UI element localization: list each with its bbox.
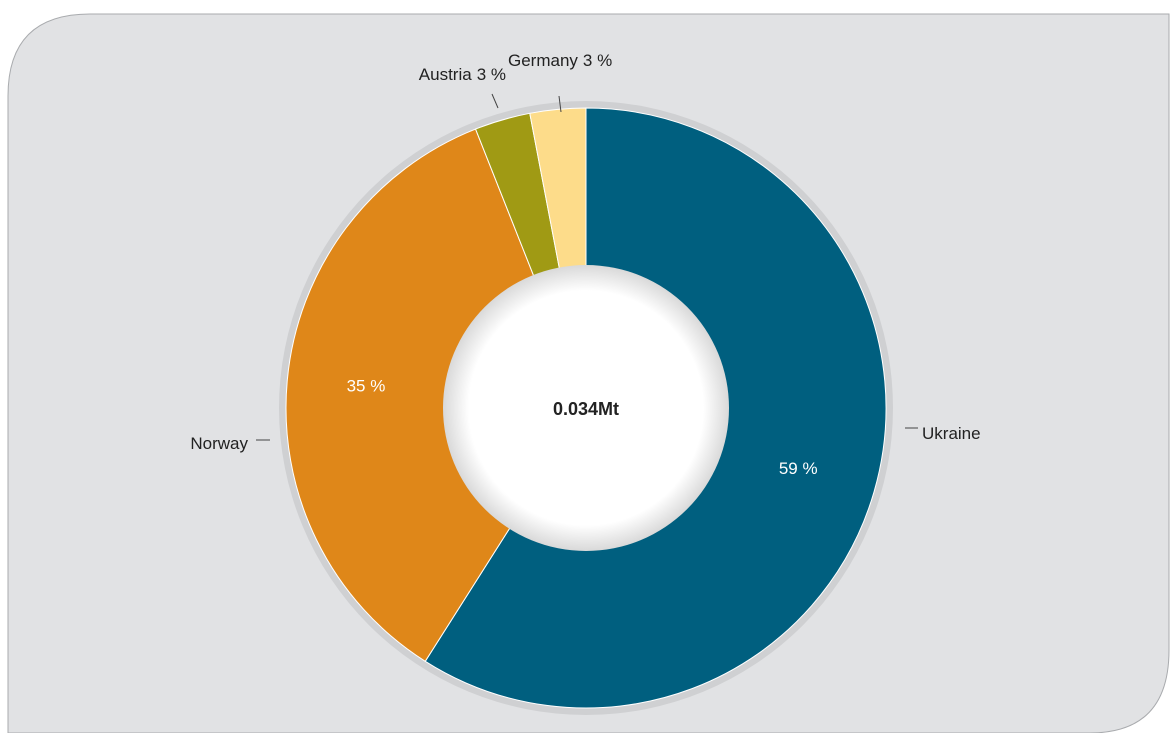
slice-label: Austria 3 % — [419, 65, 506, 84]
category-label: Germany — [508, 51, 578, 70]
value-label: 35 % — [347, 377, 386, 396]
center-label: 0.034Mt — [553, 399, 619, 419]
category-label: Norway — [190, 434, 248, 453]
slice-label: Ukraine — [922, 424, 981, 443]
value-label: 59 % — [779, 459, 818, 478]
value-label: 3 % — [477, 65, 506, 84]
value-label: 3 % — [583, 51, 612, 70]
slice-label: Germany 3 % — [508, 51, 612, 70]
donut-hole — [443, 265, 729, 551]
slice — [285, 128, 587, 662]
leader-line — [558, 95, 562, 113]
leader-line — [491, 93, 499, 109]
category-label: Ukraine — [922, 424, 981, 443]
slice-label: Norway — [190, 434, 248, 453]
category-label: Austria — [419, 65, 472, 84]
